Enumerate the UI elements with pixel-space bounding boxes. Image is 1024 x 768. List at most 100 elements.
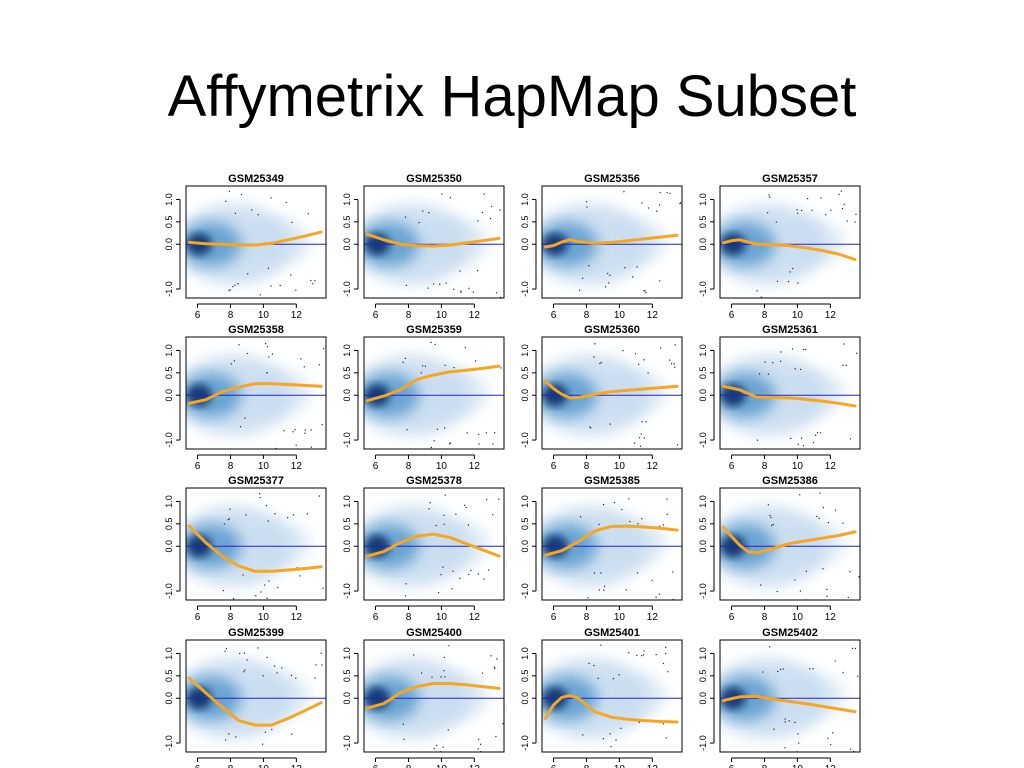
x-tick-label: 6	[373, 310, 379, 321]
outlier-dot	[801, 437, 803, 439]
outlier-dot	[858, 576, 860, 578]
x-tick-label: 10	[436, 764, 448, 768]
outlier-dot	[647, 207, 650, 209]
outlier-dot	[613, 502, 616, 504]
outlier-dot	[233, 360, 235, 362]
outlier-dot	[310, 279, 312, 282]
outlier-dot	[641, 202, 643, 204]
outlier-dot	[797, 733, 799, 735]
density-tail	[427, 521, 489, 567]
y-tick-label: 0.0	[698, 692, 708, 705]
outlier-dot	[643, 437, 645, 439]
loess-curve	[365, 682, 501, 710]
outlier-dot	[759, 373, 761, 375]
x-tick-label: 6	[373, 461, 379, 472]
density-tail	[605, 521, 667, 567]
outlier-dot	[225, 200, 227, 202]
outlier-dot	[666, 192, 668, 194]
x-tick-label: 10	[792, 461, 804, 472]
outlier-dot	[486, 498, 488, 501]
outlier-dot	[239, 426, 242, 428]
outlier-dot	[608, 282, 610, 284]
outlier-dot	[764, 361, 766, 363]
outlier-dot	[224, 650, 226, 652]
outlier-dot	[295, 444, 297, 446]
outlier-dot	[460, 291, 462, 293]
outlier-dot	[676, 444, 679, 446]
x-tick-label: 6	[729, 461, 735, 472]
outlier-dot	[429, 502, 431, 504]
outlier-dot	[475, 360, 477, 362]
outlier-dot	[259, 294, 261, 296]
outlier-dot	[846, 220, 848, 222]
x-tick-label: 8	[228, 310, 234, 321]
outlier-dot	[450, 442, 452, 444]
density-tail	[249, 673, 311, 719]
x-tick-label: 10	[258, 612, 270, 623]
outlier-dot	[438, 592, 440, 594]
outlier-dot	[805, 570, 807, 572]
outlier-dot	[638, 363, 640, 365]
outlier-dot	[427, 287, 429, 289]
outlier-dot	[771, 524, 773, 527]
density-cloud	[364, 645, 504, 752]
outlier-dot	[767, 212, 769, 214]
panel-frame	[541, 185, 683, 299]
outlier-dot	[640, 433, 642, 435]
panel-frame	[185, 336, 327, 450]
y-tick-label: 0.5	[520, 367, 530, 380]
outlier-dot	[422, 210, 424, 212]
outlier-dot	[259, 497, 261, 499]
outlier-dot	[788, 720, 790, 722]
outlier-dot	[816, 432, 819, 434]
outlier-dot	[405, 284, 407, 286]
outlier-dot	[775, 221, 777, 223]
outlier-dot	[799, 494, 801, 496]
outlier-dot	[291, 221, 293, 223]
ma-panel: GSM25400 6 8 10 12 -1.0 0.0 0.5 1.0	[342, 627, 505, 768]
panel-frame	[185, 487, 327, 601]
outlier-dot	[593, 572, 596, 574]
ma-panel: GSM25356 6 8 10 12 -1.0 0.0 0.5 1.0	[520, 173, 683, 321]
outlier-dot	[658, 204, 661, 206]
outlier-dot	[418, 222, 420, 224]
outlier-dot	[636, 266, 638, 268]
ma-panel: GSM25349 6 8 10 12 -1.0 0.0 0.5 1.0	[164, 173, 327, 321]
loess-curve	[365, 532, 501, 558]
outlier-dot	[500, 296, 502, 298]
outlier-dot	[294, 429, 296, 431]
outlier-dot	[235, 736, 237, 738]
loess-curve	[721, 525, 857, 555]
outlier-dot	[599, 362, 601, 365]
y-tick-label: 0.0	[164, 238, 174, 251]
outlier-dot	[760, 296, 762, 298]
y-tick-label: 0.0	[698, 389, 708, 402]
y-tick-label: 1.0	[164, 344, 174, 357]
y-tick-label: 0.0	[520, 389, 530, 402]
x-tick-label: 10	[614, 764, 626, 768]
outlier-dot	[405, 583, 407, 585]
ma-panel: GSM25377 6 8 10 12 -1.0 0.0 0.5 1.0	[164, 475, 327, 623]
outlier-dot	[669, 192, 671, 194]
outlier-dot	[424, 365, 426, 367]
outlier-dot	[277, 586, 279, 589]
outlier-dot	[632, 276, 634, 278]
outlier-dot	[822, 507, 824, 509]
panel-frame	[719, 185, 861, 299]
outlier-dot	[667, 671, 669, 673]
outlier-dot	[845, 364, 847, 366]
outlier-dot	[673, 363, 675, 365]
y-tick-label: 1.0	[164, 495, 174, 508]
x-tick-label: 6	[729, 764, 735, 768]
x-tick-label: 12	[469, 310, 481, 321]
outlier-dot	[257, 647, 259, 649]
outlier-dot	[638, 437, 641, 439]
outlier-dot	[460, 290, 462, 292]
outlier-dot	[267, 520, 269, 522]
outlier-dot	[857, 675, 859, 677]
outlier-dot	[787, 280, 790, 283]
outlier-dot	[478, 433, 480, 435]
x-tick-label: 12	[825, 461, 837, 472]
y-tick-label: 0.5	[698, 670, 708, 683]
outlier-dot	[223, 523, 225, 525]
